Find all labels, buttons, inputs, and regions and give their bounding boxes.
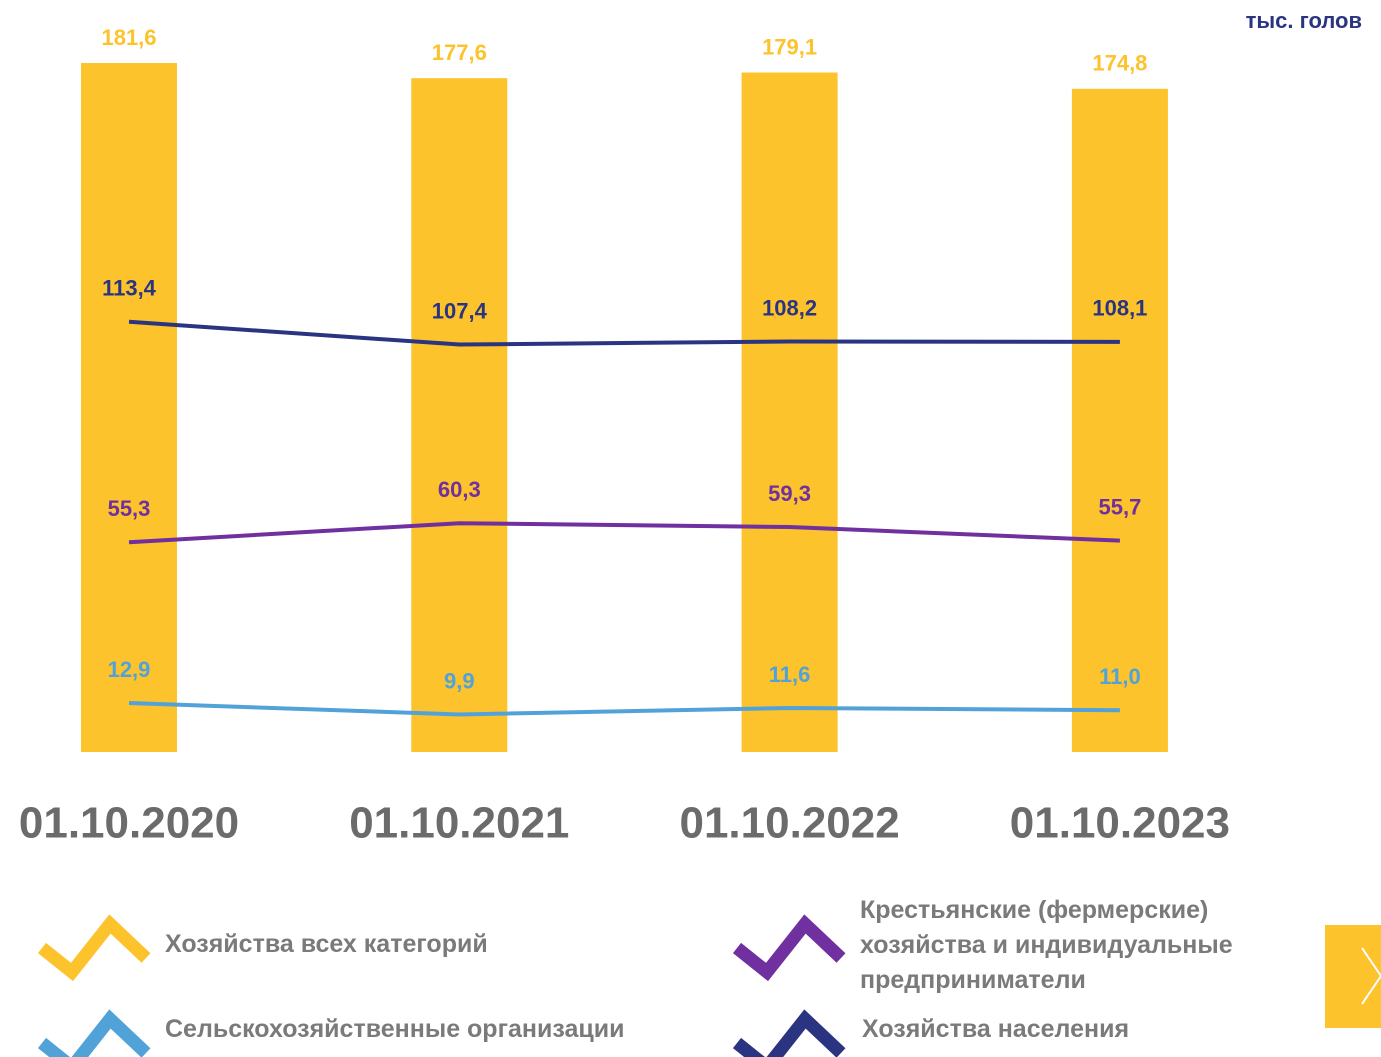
bar bbox=[741, 72, 838, 753]
x-tick-label: 01.10.2023 bbox=[1010, 799, 1230, 848]
legend-label: Хозяйства населения bbox=[862, 1015, 1130, 1043]
legend-label: Сельскохозяйственные организации bbox=[165, 1015, 625, 1043]
next-button[interactable] bbox=[1325, 925, 1381, 1028]
data-label: 11,0 bbox=[1099, 664, 1141, 689]
data-label: 12,9 bbox=[108, 657, 151, 682]
data-label: 179,1 bbox=[762, 34, 817, 59]
data-label: 9,9 bbox=[444, 668, 475, 693]
x-tick-label: 01.10.2020 bbox=[19, 799, 239, 848]
data-label: 11,6 bbox=[769, 662, 811, 687]
data-label: 55,3 bbox=[108, 496, 151, 521]
bar bbox=[1071, 88, 1168, 753]
data-label: 107,4 bbox=[432, 298, 488, 323]
legend-icon bbox=[732, 914, 846, 982]
bar bbox=[411, 78, 508, 752]
legend-icon bbox=[37, 914, 151, 982]
data-label: 59,3 bbox=[768, 481, 811, 506]
data-label: 108,1 bbox=[1092, 296, 1147, 321]
data-label: 113,4 bbox=[102, 276, 157, 301]
legend-icon bbox=[37, 1009, 151, 1057]
data-label: 108,2 bbox=[762, 295, 817, 320]
data-label: 60,3 bbox=[438, 477, 481, 502]
line bbox=[128, 701, 1120, 717]
legend-icon bbox=[732, 1009, 846, 1057]
data-label: 181,6 bbox=[101, 25, 156, 50]
data-label: 55,7 bbox=[1098, 494, 1141, 519]
legend-label: Крестьянские (фермерские) хозяйства и ин… bbox=[860, 896, 1233, 994]
legend-label: Хозяйства всех категорий bbox=[165, 930, 488, 958]
data-label: 177,6 bbox=[432, 40, 487, 65]
bar bbox=[81, 63, 177, 753]
x-tick-label: 01.10.2022 bbox=[679, 799, 899, 848]
x-tick-label: 01.10.2021 bbox=[349, 799, 569, 848]
unit-label: тыс. голов bbox=[1246, 8, 1362, 33]
line bbox=[128, 319, 1120, 347]
line bbox=[128, 521, 1120, 545]
chevron-icon bbox=[1361, 947, 1381, 1005]
data-label: 174,8 bbox=[1092, 51, 1147, 76]
